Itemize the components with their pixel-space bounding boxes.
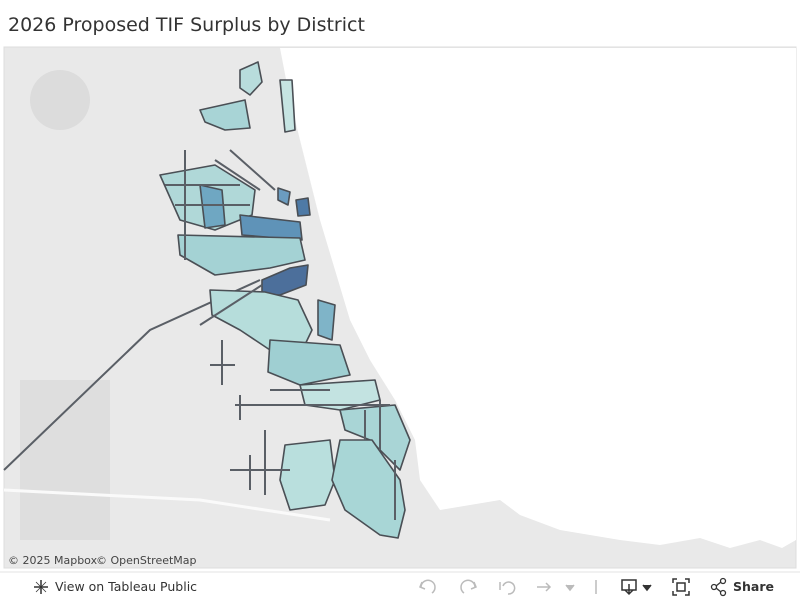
tif-district[interactable] — [239, 61, 263, 96]
tif-district[interactable] — [317, 299, 336, 341]
history-buttons[interactable] — [419, 579, 575, 595]
view-on-tableau-link[interactable]: View on Tableau Public — [55, 579, 197, 594]
map[interactable]: © 2025 Mapbox © OpenStreetMap — [3, 46, 797, 569]
download-button[interactable] — [621, 579, 652, 596]
corridor — [165, 149, 396, 520]
tif-district[interactable] — [267, 339, 351, 386]
tif-corridors — [165, 149, 396, 520]
map-attribution[interactable]: © 2025 Mapbox — [8, 554, 98, 567]
tif-district[interactable] — [295, 197, 311, 217]
tif-district[interactable] — [331, 439, 406, 539]
share-icon[interactable] — [710, 577, 727, 597]
tif-district[interactable] — [199, 184, 226, 229]
highway — [3, 488, 331, 522]
fullscreen-button[interactable] — [672, 578, 690, 596]
tif-district[interactable] — [277, 187, 291, 206]
tableau-logo[interactable] — [34, 580, 48, 594]
tif-district[interactable] — [239, 214, 303, 241]
toolbar: View on Tableau Public Share — [0, 571, 800, 597]
share-button[interactable]: Share — [733, 579, 774, 594]
terrain — [30, 70, 90, 130]
lake — [280, 48, 796, 548]
tif-district[interactable] — [279, 439, 336, 511]
tif-district[interactable] — [199, 99, 251, 131]
tif-district[interactable] — [339, 404, 411, 471]
tif-districts — [159, 61, 411, 539]
tif-district[interactable] — [177, 234, 306, 276]
map-attribution[interactable]: © OpenStreetMap — [96, 554, 197, 567]
title: 2026 Proposed TIF Surplus by District — [8, 14, 365, 36]
terrain — [20, 380, 110, 540]
tif-district[interactable] — [279, 79, 296, 133]
